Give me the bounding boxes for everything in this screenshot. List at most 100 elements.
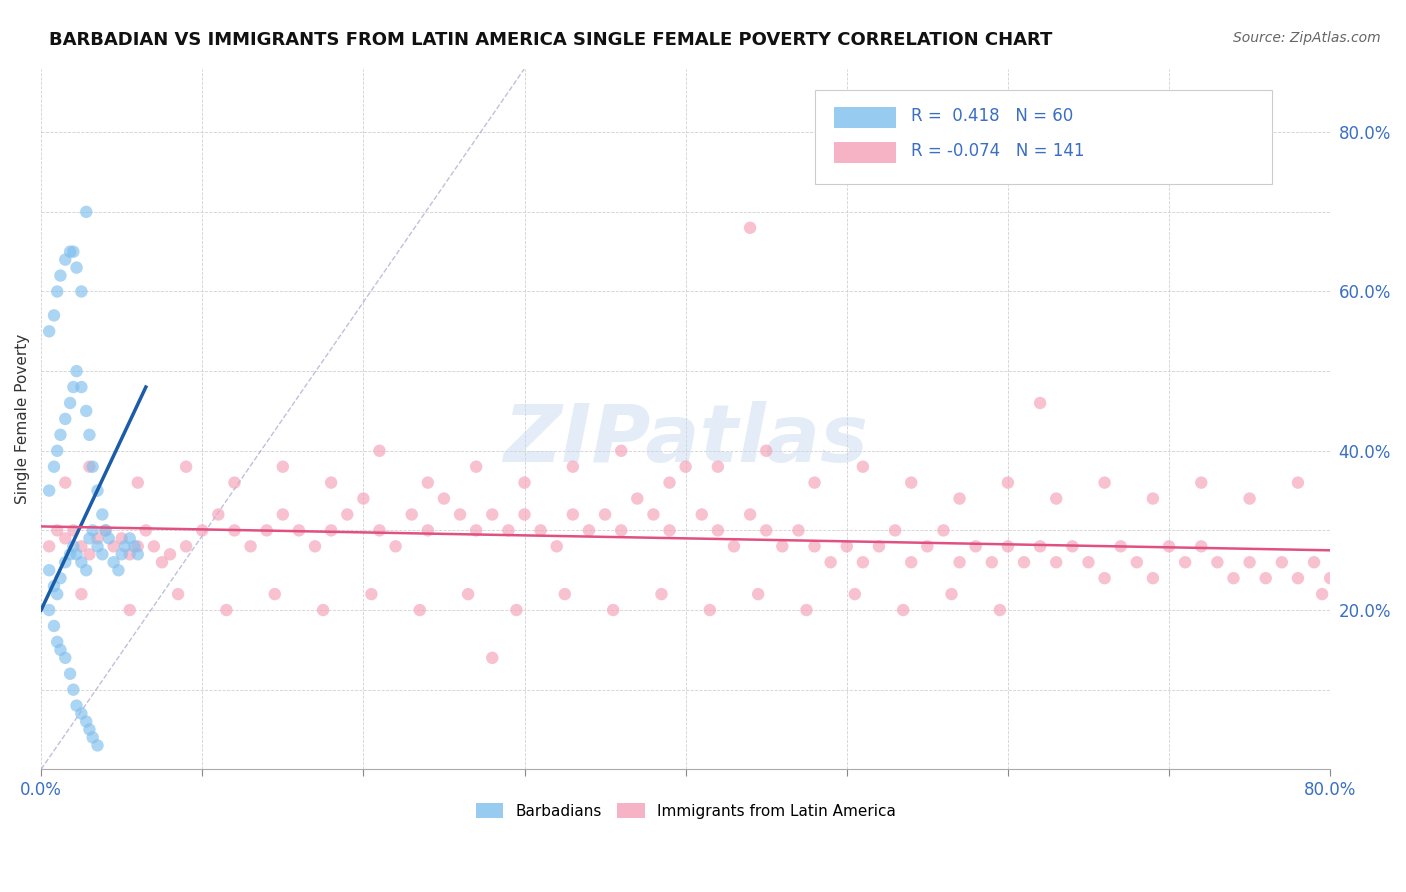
Point <box>409 603 432 617</box>
Point <box>738 508 761 522</box>
Point <box>658 524 681 538</box>
Point <box>82 459 104 474</box>
Point <box>103 555 125 569</box>
Point <box>948 555 970 569</box>
Point <box>1029 396 1052 410</box>
Point <box>747 587 769 601</box>
Point <box>46 587 69 601</box>
Point <box>42 309 65 323</box>
Point <box>94 524 117 538</box>
Point <box>1319 571 1341 585</box>
Point <box>988 603 1011 617</box>
Point <box>561 459 583 474</box>
Point <box>675 459 697 474</box>
Point <box>321 475 343 490</box>
Point <box>1077 555 1099 569</box>
Point <box>690 508 713 522</box>
Point <box>626 491 648 506</box>
Point <box>150 555 173 569</box>
Point <box>65 547 87 561</box>
Point <box>1045 491 1067 506</box>
Point <box>215 603 238 617</box>
Point <box>1271 555 1294 569</box>
Point <box>62 682 84 697</box>
Point <box>75 205 97 219</box>
Point <box>723 539 745 553</box>
Point <box>59 396 82 410</box>
Point <box>803 475 825 490</box>
Point <box>965 539 987 553</box>
Point <box>111 547 134 561</box>
Point <box>70 539 93 553</box>
Point <box>561 508 583 522</box>
Point <box>1310 587 1333 601</box>
Point <box>513 475 536 490</box>
Point <box>42 579 65 593</box>
Point <box>75 563 97 577</box>
Point <box>1189 475 1212 490</box>
Point <box>352 491 374 506</box>
Point <box>707 524 730 538</box>
Point <box>917 539 939 553</box>
Point <box>53 412 76 426</box>
Point <box>79 547 101 561</box>
Point <box>174 539 197 553</box>
Point <box>1012 555 1035 569</box>
Point <box>1303 555 1326 569</box>
Point <box>38 324 60 338</box>
Point <box>49 643 72 657</box>
Point <box>65 364 87 378</box>
Point <box>65 698 87 713</box>
Point <box>321 524 343 538</box>
Point <box>70 587 93 601</box>
Point <box>1062 539 1084 553</box>
Point <box>159 547 181 561</box>
Point <box>1029 539 1052 553</box>
Point <box>46 524 69 538</box>
Point <box>114 539 136 553</box>
Point <box>38 483 60 498</box>
Point <box>770 539 793 553</box>
Point <box>46 285 69 299</box>
Point <box>360 587 382 601</box>
Point <box>368 443 391 458</box>
Point <box>997 539 1019 553</box>
Point <box>787 524 810 538</box>
Point <box>91 547 114 561</box>
Point <box>191 524 214 538</box>
Point <box>53 555 76 569</box>
Point <box>593 508 616 522</box>
Point <box>578 524 600 538</box>
Point <box>94 524 117 538</box>
Point <box>91 508 114 522</box>
Point <box>46 443 69 458</box>
Point <box>498 524 520 538</box>
Point <box>75 714 97 729</box>
Point <box>505 603 527 617</box>
Point <box>53 252 76 267</box>
Y-axis label: Single Female Poverty: Single Female Poverty <box>15 334 30 504</box>
Point <box>62 380 84 394</box>
Point <box>312 603 335 617</box>
Point <box>118 532 141 546</box>
Point <box>884 524 907 538</box>
Point <box>900 475 922 490</box>
Point <box>755 443 778 458</box>
Point <box>948 491 970 506</box>
Point <box>271 459 294 474</box>
Point <box>820 555 842 569</box>
Point <box>127 539 149 553</box>
Point <box>610 443 633 458</box>
Point <box>707 459 730 474</box>
Point <box>49 571 72 585</box>
Text: Source: ZipAtlas.com: Source: ZipAtlas.com <box>1233 31 1381 45</box>
Point <box>465 524 488 538</box>
Point <box>1286 475 1309 490</box>
Point <box>1254 571 1277 585</box>
Point <box>401 508 423 522</box>
Point <box>62 524 84 538</box>
Text: BARBADIAN VS IMMIGRANTS FROM LATIN AMERICA SINGLE FEMALE POVERTY CORRELATION CHA: BARBADIAN VS IMMIGRANTS FROM LATIN AMERI… <box>49 31 1053 49</box>
Point <box>835 539 858 553</box>
Point <box>416 524 439 538</box>
Text: ZIPatlas: ZIPatlas <box>503 401 868 479</box>
